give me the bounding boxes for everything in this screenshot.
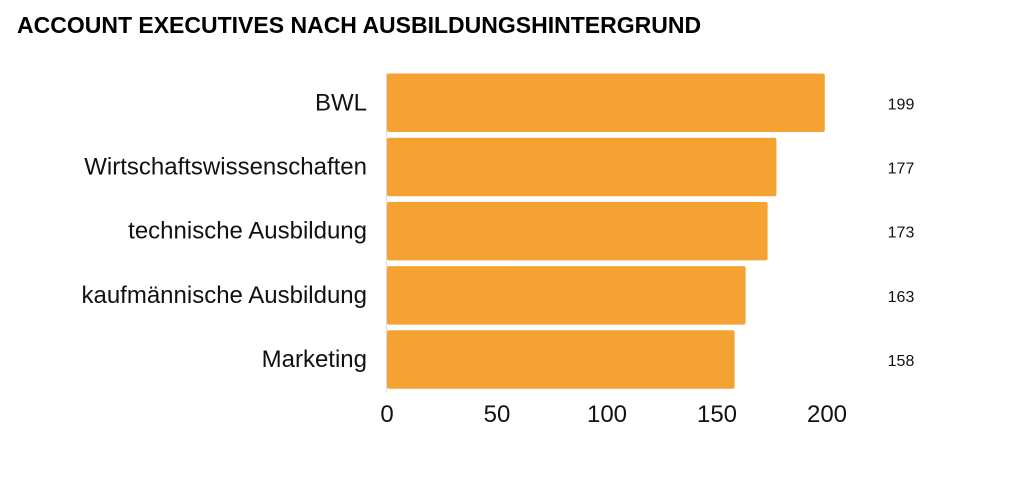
x-tick-label-50: 50 (484, 401, 511, 428)
bar-kaufmaennische-ausbildung (387, 266, 746, 325)
value-label-wirtschaftswissenschaften: 177 (888, 160, 915, 177)
value-label-bwl: 199 (888, 96, 915, 113)
x-tick-label-100: 100 (587, 401, 627, 428)
category-label-technische-ausbildung: technische Ausbildung (128, 218, 367, 245)
category-label-marketing: Marketing (262, 346, 367, 373)
x-tick-label-200: 200 (807, 401, 847, 428)
bar-marketing (387, 330, 735, 389)
x-axis-ticks: 0 50 100 150 200 (380, 401, 847, 428)
bar-bwl (387, 73, 825, 132)
x-tick-label-0: 0 (380, 401, 393, 428)
chart-title: ACCOUNT EXECUTIVES NACH AUSBILDUNGSHINTE… (17, 12, 702, 38)
category-label-bwl: BWL (315, 89, 367, 116)
bar-wirtschaftswissenschaften (387, 137, 777, 197)
category-label-kaufmaennische-ausbildung: kaufmännische Ausbildung (81, 282, 367, 309)
bar-technische-ausbildung (387, 201, 768, 261)
category-labels: BWL Wirtschaftswissenschaften technische A… (81, 89, 367, 373)
bars-group (387, 73, 825, 389)
value-labels: 199 177 173 163 158 (888, 96, 915, 370)
value-label-marketing: 158 (888, 353, 915, 370)
category-label-wirtschaftswissenschaften: Wirtschaftswissenschaften (84, 153, 367, 180)
x-tick-label-150: 150 (697, 401, 737, 428)
value-label-technische-ausbildung: 173 (888, 225, 915, 242)
value-label-kaufmaennische-ausbildung: 163 (888, 289, 915, 306)
